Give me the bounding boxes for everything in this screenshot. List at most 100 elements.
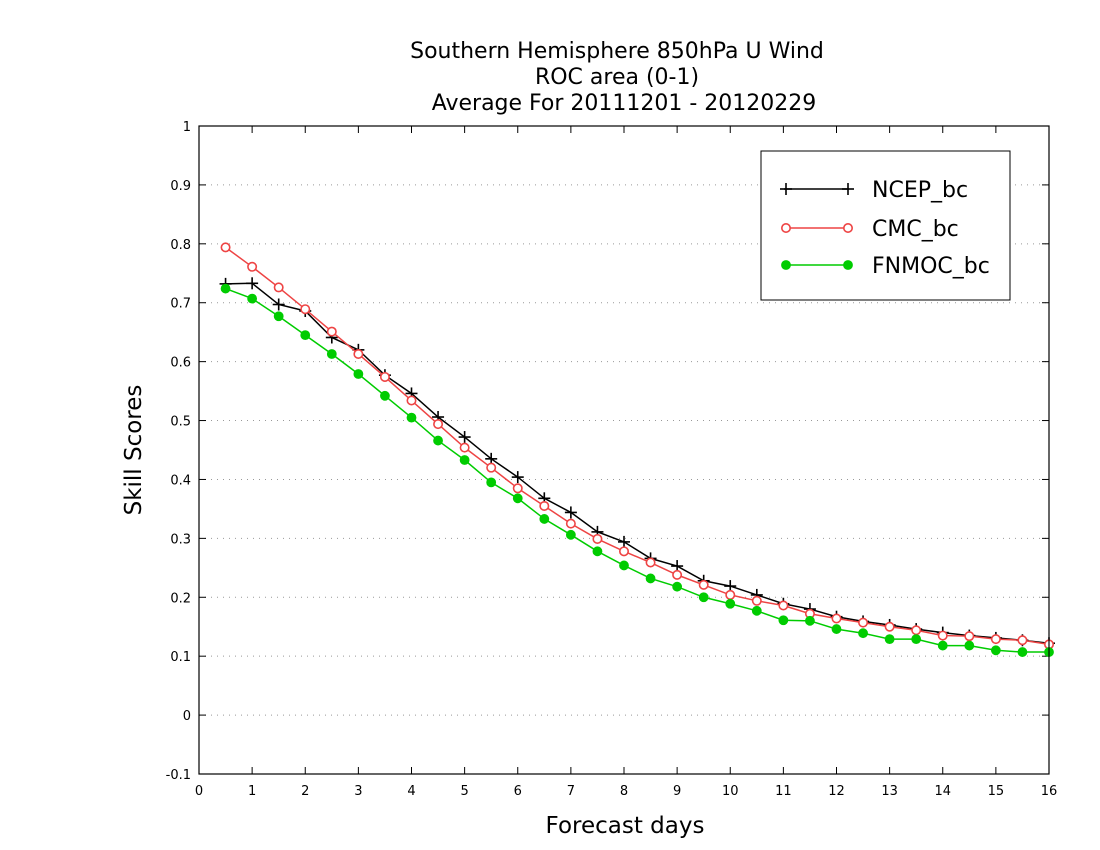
data-point-FNMOC_bc-29 — [990, 645, 1001, 656]
x-tick-label: 1 — [248, 784, 256, 799]
y-tick-label: 0.8 — [170, 238, 191, 253]
x-tick-label: 3 — [354, 784, 362, 799]
legend-entry-FNMOC_bc: FNMOC_bc — [781, 254, 990, 279]
x-axis-ticks: 0 1 2 3 4 5 6 7 8 9 10 11 12 13 14 15 16 — [195, 126, 1057, 799]
x-tick-label: 12 — [828, 784, 845, 799]
data-point-FNMOC_bc-7 — [406, 412, 417, 423]
data-point-CMC_bc-3 — [300, 304, 311, 315]
series-layer — [219, 242, 1055, 657]
data-point-FNMOC_bc-22 — [805, 615, 815, 626]
series-NCEP_bc — [219, 277, 1055, 650]
legend-entry-CMC_bc: CMC_bc — [780, 217, 959, 242]
legend-marker-end-CMC_bc — [842, 223, 853, 234]
x-tick-label: 4 — [407, 784, 415, 799]
data-point-NCEP_bc-13 — [564, 506, 577, 519]
data-point-FNMOC_bc-25 — [884, 634, 895, 644]
data-point-CMC_bc-25 — [884, 621, 895, 632]
legend-marker-start-CMC_bc — [780, 223, 791, 234]
data-point-FNMOC_bc-24 — [858, 628, 868, 639]
data-point-CMC_bc-27 — [937, 630, 948, 641]
plot-frame — [198, 125, 1050, 775]
y-tick-label: 0.2 — [170, 591, 191, 606]
series-line-NCEP_bc — [225, 282, 1050, 644]
data-point-FNMOC_bc-6 — [380, 390, 390, 401]
y-tick-label: 0.6 — [170, 356, 191, 371]
data-point-CMC_bc-30 — [1017, 635, 1028, 646]
series-line-CMC_bc — [225, 246, 1050, 646]
data-point-CMC_bc-0 — [220, 242, 231, 253]
data-point-NCEP_bc-9 — [458, 431, 471, 444]
y-tick-label: 0 — [183, 709, 191, 724]
legend-entry-NCEP_bc: NCEP_bc — [780, 178, 968, 203]
data-point-CMC_bc-1 — [247, 261, 258, 272]
series-FNMOC_bc — [220, 283, 1054, 657]
data-point-FNMOC_bc-23 — [831, 624, 842, 634]
data-point-FNMOC_bc-10 — [486, 477, 497, 488]
data-point-FNMOC_bc-0 — [220, 283, 231, 294]
data-point-CMC_bc-23 — [831, 613, 842, 624]
data-point-CMC_bc-28 — [964, 631, 975, 642]
data-point-CMC_bc-4 — [326, 326, 337, 337]
chart-title-line-3: Average For 20111201 - 20120229 — [432, 91, 817, 116]
data-point-NCEP_bc-1 — [246, 277, 259, 290]
data-point-CMC_bc-20 — [751, 595, 762, 606]
x-axis-title: Forecast days — [546, 813, 705, 839]
x-tick-label: 10 — [722, 784, 739, 799]
x-tick-label: 13 — [881, 784, 898, 799]
y-tick-label: 0.9 — [170, 179, 191, 194]
x-tick-label: 5 — [460, 784, 468, 799]
y-axis-ticks: -0.1 0 0.1 0.2 0.3 0.4 0.5 0.6 0.7 0.8 0.9 1 — [166, 120, 1049, 783]
x-tick-label: 15 — [988, 784, 1005, 799]
chart-title-line-2: ROC area (0-1) — [535, 65, 699, 90]
legend-marker-start-FNMOC_bc — [781, 260, 791, 270]
data-point-CMC_bc-13 — [565, 518, 576, 529]
x-tick-label: 2 — [301, 784, 309, 799]
data-point-FNMOC_bc-18 — [698, 592, 709, 603]
data-point-NCEP_bc-2 — [272, 298, 285, 311]
data-point-CMC_bc-5 — [353, 348, 364, 359]
y-tick-label: 1 — [183, 120, 191, 135]
data-point-FNMOC_bc-21 — [778, 615, 789, 626]
data-point-CMC_bc-18 — [698, 579, 709, 590]
x-tick-label: 9 — [673, 784, 681, 799]
y-tick-label: -0.1 — [166, 768, 191, 783]
data-point-FNMOC_bc-11 — [512, 493, 523, 504]
data-point-CMC_bc-9 — [459, 442, 470, 453]
legend-label-CMC_bc: CMC_bc — [872, 217, 959, 242]
data-point-CMC_bc-8 — [433, 419, 444, 430]
data-point-FNMOC_bc-12 — [539, 514, 550, 524]
data-point-CMC_bc-11 — [512, 483, 523, 494]
legend-marker-start-NCEP_bc — [780, 183, 792, 195]
data-point-FNMOC_bc-3 — [300, 330, 311, 341]
legend: NCEP_bc CMC_bc FNMOC_bc — [760, 150, 1011, 301]
y-tick-label: 0.4 — [170, 473, 191, 488]
y-tick-label: 0.5 — [170, 415, 191, 430]
data-point-CMC_bc-7 — [406, 395, 417, 406]
data-point-FNMOC_bc-4 — [326, 349, 337, 359]
data-point-FNMOC_bc-2 — [273, 311, 284, 322]
data-point-FNMOC_bc-5 — [353, 369, 364, 379]
legend-label-NCEP_bc: NCEP_bc — [872, 178, 968, 203]
data-point-CMC_bc-29 — [990, 634, 1001, 645]
legend-label-FNMOC_bc: FNMOC_bc — [872, 254, 990, 279]
data-point-FNMOC_bc-1 — [247, 293, 258, 304]
y-tick-label: 0.7 — [170, 297, 191, 312]
x-tick-label: 7 — [567, 784, 575, 799]
data-point-CMC_bc-6 — [379, 371, 390, 382]
y-tick-label: 0.1 — [170, 650, 191, 665]
legend-box — [760, 150, 1011, 301]
data-point-FNMOC_bc-30 — [1017, 647, 1028, 657]
data-point-FNMOC_bc-13 — [565, 529, 576, 540]
x-tick-label: 8 — [620, 784, 628, 799]
legend-marker-end-NCEP_bc — [842, 183, 854, 195]
legend-marker-end-FNMOC_bc — [843, 260, 853, 270]
data-point-FNMOC_bc-16 — [645, 573, 656, 584]
data-point-FNMOC_bc-14 — [592, 546, 603, 557]
chart-title: Southern Hemisphere 850hPa U Wind ROC ar… — [410, 39, 824, 116]
data-point-NCEP_bc-15 — [618, 535, 630, 548]
data-point-FNMOC_bc-9 — [459, 455, 470, 465]
y-tick-label: 0.3 — [170, 532, 191, 547]
data-point-CMC_bc-15 — [618, 546, 629, 557]
x-tick-label: 14 — [934, 784, 951, 799]
